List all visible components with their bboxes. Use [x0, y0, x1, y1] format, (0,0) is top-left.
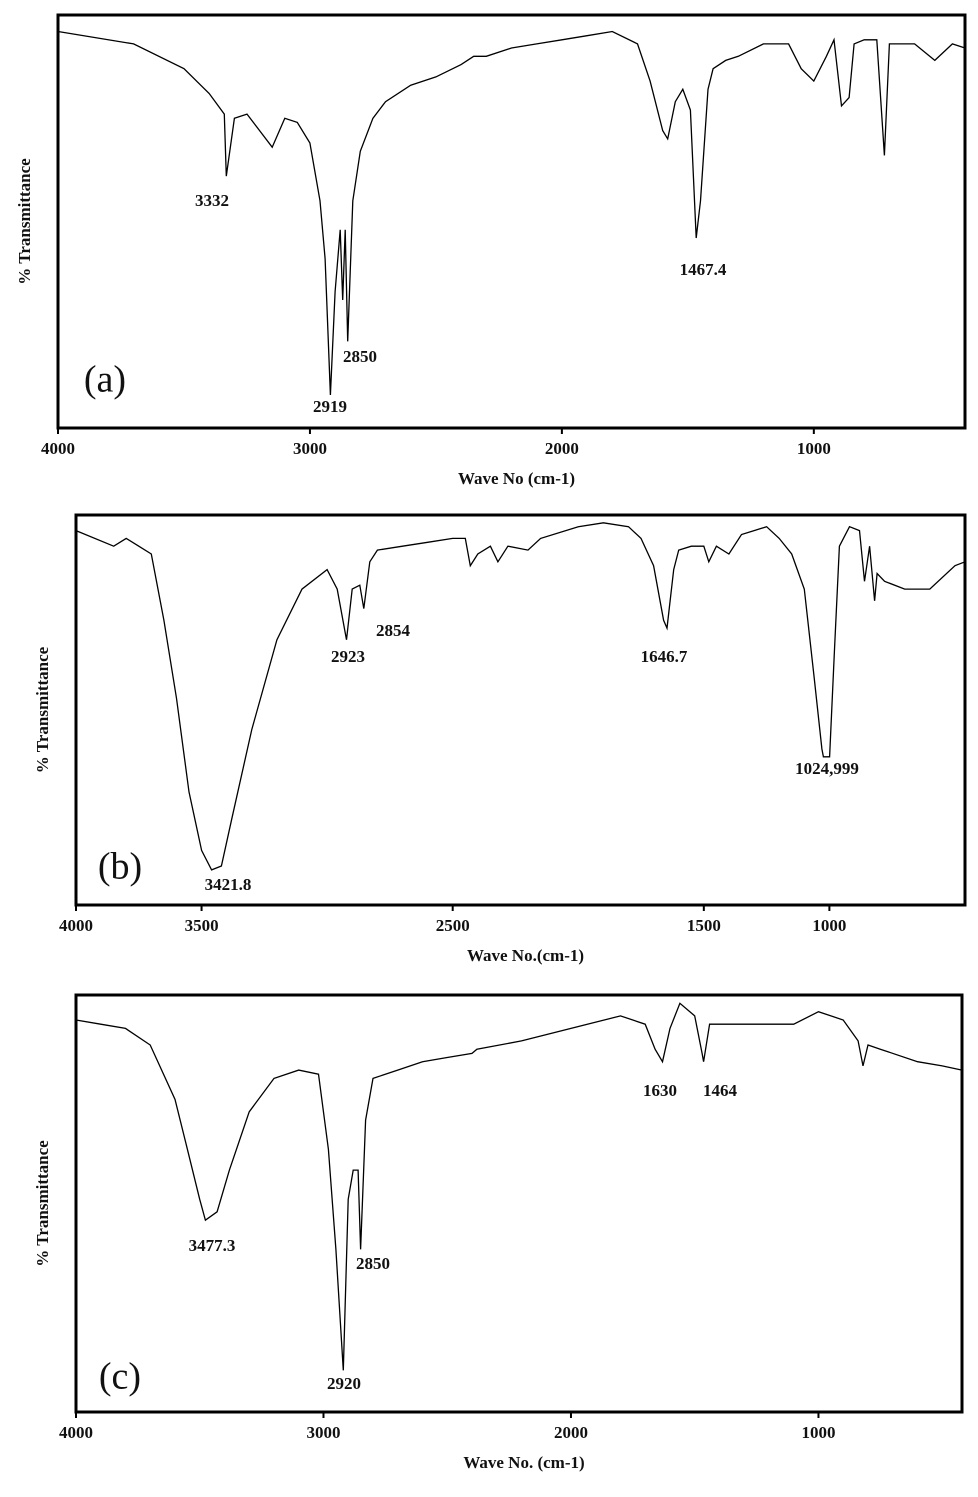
plot-frame — [74, 993, 964, 1414]
y-axis-label: % Transmittance — [33, 646, 52, 773]
x-axis-label: Wave No.(cm-1) — [467, 946, 584, 965]
panel-label: (c) — [99, 1356, 141, 1398]
peak-label: 2850 — [343, 347, 377, 366]
spectrum-line — [75, 522, 966, 871]
peak-label: 2923 — [331, 647, 365, 666]
peak-label: 1464 — [703, 1081, 738, 1100]
y-axis-label: % Transmittance — [15, 158, 34, 285]
x-tick-label: 2000 — [545, 439, 579, 458]
plot-frame — [74, 513, 967, 907]
peak-label: 2850 — [356, 1254, 390, 1273]
peak-label: 2920 — [327, 1374, 361, 1393]
x-tick-label: 1000 — [801, 1423, 835, 1442]
peak-label: 3477.3 — [189, 1236, 236, 1255]
peak-label: 2919 — [313, 397, 347, 416]
peak-label: 1630 — [643, 1081, 677, 1100]
x-tick-label: 3000 — [306, 1423, 340, 1442]
spectrum-line — [75, 1002, 963, 1371]
x-axis-label: Wave No. (cm-1) — [463, 1453, 584, 1472]
peak-label: 2854 — [376, 621, 411, 640]
x-tick-label: 2000 — [554, 1423, 588, 1442]
x-tick-label: 1000 — [797, 439, 831, 458]
x-tick-label: 2500 — [436, 916, 470, 935]
y-axis-label: % Transmittance — [33, 1140, 52, 1267]
x-tick-label: 4000 — [59, 1423, 93, 1442]
plot-frame — [56, 13, 967, 430]
x-tick-label: 3500 — [185, 916, 219, 935]
panel-label: (a) — [84, 359, 126, 401]
x-tick-label: 1000 — [812, 916, 846, 935]
peak-label: 1467.4 — [680, 260, 727, 279]
x-tick-label: 4000 — [59, 916, 93, 935]
x-tick-label: 1500 — [687, 916, 721, 935]
x-tick-label: 3000 — [293, 439, 327, 458]
peak-label: 1646.7 — [641, 647, 688, 666]
peak-label: 3332 — [195, 191, 229, 210]
peak-label: 1024,999 — [795, 759, 859, 778]
x-tick-label: 4000 — [41, 439, 75, 458]
peak-label: 3421.8 — [205, 875, 252, 894]
x-axis-label: Wave No (cm-1) — [458, 469, 575, 488]
panel-label: (b) — [98, 846, 142, 888]
spectrum-line — [57, 30, 966, 396]
